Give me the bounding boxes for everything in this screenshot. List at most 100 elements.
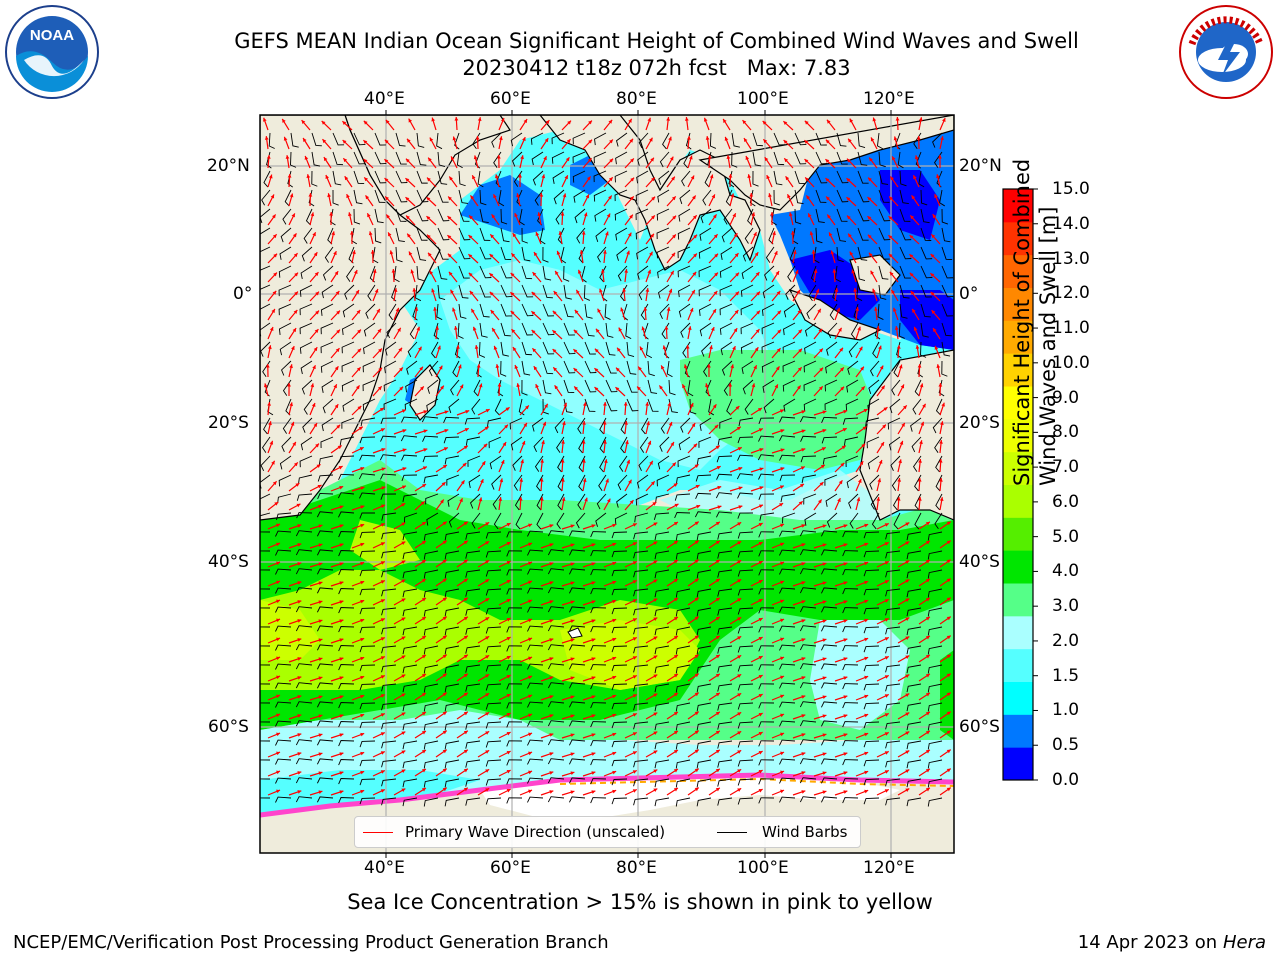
wave-direction-arrowhead <box>896 345 901 349</box>
wave-direction-arrowhead <box>653 693 658 698</box>
wave-direction-arrowhead <box>528 637 533 642</box>
lat-tick-left-60s: 60°S <box>208 717 249 737</box>
wind-barb <box>359 436 376 444</box>
colorbar-tick-label: 1.5 <box>1052 665 1080 686</box>
wave-direction-arrowhead <box>755 272 760 276</box>
wave-direction-arrowhead <box>884 580 889 584</box>
wave-direction-arrowhead <box>864 542 869 547</box>
wave-direction-arrowhead <box>573 349 578 353</box>
wave-direction-arrowhead <box>608 177 613 182</box>
wave-direction-arrowhead <box>389 250 394 255</box>
wave-direction-arrowhead <box>920 421 925 426</box>
wave-direction-arrowhead <box>941 402 945 407</box>
wind-barb <box>842 683 859 690</box>
wave-direction-arrowhead <box>355 290 359 295</box>
wave-direction-arrowhead <box>363 140 368 144</box>
wave-direction-arrowhead <box>726 155 731 159</box>
wave-direction-arrowhead <box>925 635 930 640</box>
wind-barb <box>927 569 943 579</box>
wind-barb <box>359 797 376 805</box>
wind-barb <box>444 683 460 693</box>
wind-barb <box>761 322 775 335</box>
wind-barb <box>899 227 912 241</box>
wave-direction-arrowhead <box>318 581 323 586</box>
wave-direction-arrowhead <box>801 733 806 737</box>
wind-barb <box>941 303 954 317</box>
wind-barb <box>611 740 628 748</box>
wave-direction-arrowhead <box>360 732 365 737</box>
wind-barb <box>857 132 866 148</box>
wind-barb <box>423 645 439 655</box>
wind-barb <box>872 341 880 359</box>
wave-direction-arrowhead <box>780 448 785 453</box>
wind-barb <box>423 626 439 636</box>
wind-barb <box>260 664 271 666</box>
wind-barb <box>885 721 901 730</box>
wave-direction-arrowhead <box>843 752 848 756</box>
wind-barb <box>327 227 334 245</box>
wave-direction-arrowhead <box>905 750 910 754</box>
wave-direction-arrowhead <box>562 421 566 426</box>
wind-barb <box>584 379 597 393</box>
wind-barb <box>275 625 292 632</box>
wind-barb <box>885 588 901 597</box>
wave-direction-arrowhead <box>380 789 385 793</box>
wave-direction-arrowhead <box>822 410 827 415</box>
wind-barb <box>892 493 901 511</box>
wave-direction-arrowhead <box>318 524 323 529</box>
wave-direction-arrowhead <box>842 428 847 432</box>
wind-barb <box>527 701 544 708</box>
wave-direction-arrowhead <box>653 712 658 717</box>
wave-direction-arrowhead <box>843 524 848 528</box>
wave-direction-arrowhead <box>563 402 568 407</box>
wave-direction-arrowhead <box>511 253 516 258</box>
wave-direction-arrowhead <box>360 561 365 566</box>
wave-direction-arrowhead <box>777 329 782 334</box>
wind-barb <box>521 360 531 376</box>
wave-direction-arrowhead <box>442 616 447 621</box>
wind-barb <box>338 664 355 671</box>
wind-barb <box>531 151 544 166</box>
wave-direction-arrowhead <box>653 674 658 679</box>
wave-direction-arrowhead <box>838 327 842 332</box>
wind-barb <box>927 550 943 560</box>
wind-barb <box>554 417 565 434</box>
wave-direction-arrowhead <box>689 403 694 408</box>
wind-barb <box>568 587 586 594</box>
wave-direction-arrowhead <box>276 751 281 756</box>
wind-barb <box>633 645 649 654</box>
wind-barb <box>803 493 817 505</box>
wave-direction-arrowhead <box>747 174 752 179</box>
wind-barb <box>941 284 954 298</box>
wave-direction-arrowhead <box>511 329 516 334</box>
wave-direction-arrowhead <box>322 139 327 144</box>
wave-direction-arrowhead <box>777 310 781 315</box>
wave-direction-arrowhead <box>758 428 763 432</box>
wave-direction-arrowhead <box>783 121 788 125</box>
wave-direction-arrowhead <box>521 440 526 445</box>
wind-barb <box>295 701 313 708</box>
wind-barb <box>295 682 313 689</box>
wind-barb <box>521 322 534 336</box>
wave-direction-arrowhead <box>437 345 441 350</box>
wind-barb <box>509 417 523 430</box>
wave-direction-arrowhead <box>475 136 480 140</box>
wave-direction-arrowhead <box>297 562 302 566</box>
wave-direction-arrowhead <box>552 330 557 334</box>
wave-direction-arrowhead <box>570 543 575 548</box>
wave-direction-arrowhead <box>426 197 431 201</box>
wind-barb <box>863 721 880 729</box>
colorbar-segment <box>1003 648 1033 682</box>
wind-barb <box>857 265 866 282</box>
wave-direction-arrowhead <box>856 497 861 502</box>
wind-barb <box>666 360 673 378</box>
wind-barb <box>527 568 544 575</box>
wave-direction-arrowhead <box>673 559 678 564</box>
wave-direction-arrowhead <box>399 367 403 372</box>
wind-barb <box>552 170 565 184</box>
wave-direction-arrowhead <box>368 231 373 236</box>
wind-barb <box>446 474 460 486</box>
wave-direction-arrowhead <box>707 364 711 368</box>
wind-barb <box>799 720 817 727</box>
wind-barb <box>794 170 806 184</box>
